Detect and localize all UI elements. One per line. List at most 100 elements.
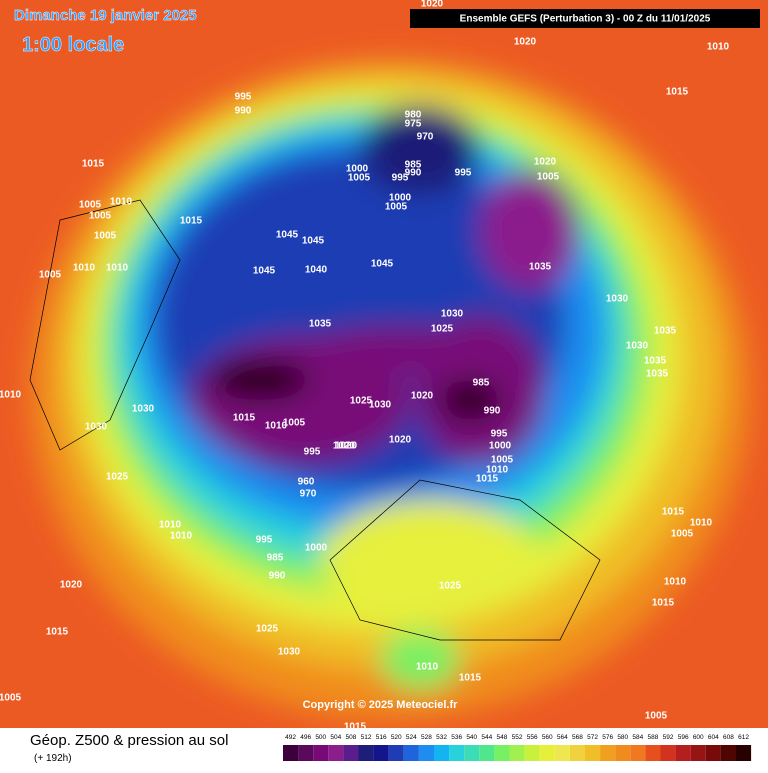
isobar-label: 1030	[626, 341, 649, 352]
map-field	[0, 0, 768, 728]
scale-label: 568	[572, 734, 583, 741]
color-scale: 492 496 500 504 508 512 516 520 524 528 532 536 540 5…	[283, 734, 752, 761]
isobar-label: 970	[417, 132, 434, 143]
isobar-label: 1010	[110, 197, 133, 208]
isobar-label: 1005	[79, 200, 102, 211]
isobar-label: 1025	[350, 396, 373, 407]
isobar-label: 1035	[654, 326, 677, 337]
isobar-label: 1005	[671, 529, 694, 540]
scale-swatch	[358, 745, 374, 761]
isobar-label: 1025	[439, 581, 462, 592]
scale-swatch	[464, 745, 480, 761]
isobar-label: 1015	[666, 87, 689, 98]
isobar-label: 1010	[106, 263, 129, 274]
isobar-label: 1000	[389, 193, 412, 204]
isobar-label: 1015	[459, 673, 482, 684]
isobar-label: 990	[484, 406, 501, 417]
isobar-label: 975	[405, 119, 422, 130]
scale-label: 524	[406, 734, 417, 741]
scale-swatch	[690, 745, 706, 761]
isobar-label: 1005	[645, 711, 668, 722]
isobar-label: 1005	[0, 693, 22, 704]
scale-swatch	[283, 745, 299, 761]
isobar-label: 1005	[283, 418, 306, 429]
isobar-label: 1035	[644, 356, 667, 367]
isobar-label: 1005	[89, 211, 112, 222]
isobar-label: 1025	[431, 324, 454, 335]
isobar-label: 1010	[690, 518, 713, 529]
scale-label: 552	[512, 734, 523, 741]
isobar-label: 1020	[60, 580, 83, 591]
scale-swatch	[720, 745, 736, 761]
scale-label: 576	[602, 734, 613, 741]
scale-swatch	[373, 745, 389, 761]
isobar-label: 1045	[302, 236, 325, 247]
isobar-label: 1010	[265, 421, 288, 432]
isobar-label: 1025	[106, 472, 129, 483]
isobar-label: 1000	[346, 164, 369, 175]
isobar-label: 1020	[389, 435, 412, 446]
scale-swatch	[645, 745, 661, 761]
scale-swatch	[298, 745, 314, 761]
isobar-label: 1015	[233, 413, 256, 424]
isobar-label: 1010	[73, 263, 96, 274]
scale-swatch	[705, 745, 721, 761]
scale-swatch	[585, 745, 601, 761]
isobar-label: 985	[473, 378, 490, 389]
isobar-label: 1030	[85, 422, 108, 433]
scale-label: 608	[723, 734, 734, 741]
isobar-label: 995	[491, 429, 508, 440]
scale-swatch	[313, 745, 329, 761]
scale-swatch	[343, 745, 359, 761]
isobar-label: 990	[269, 571, 286, 582]
date-title: Dimanche 19 janvier 2025	[14, 7, 197, 24]
isobar-label: 1040	[305, 265, 328, 276]
isobar-label: 1030	[369, 400, 392, 411]
isobar-label: 1035	[529, 262, 552, 273]
isobar-label: 1015	[476, 474, 499, 485]
scale-label: 612	[738, 734, 749, 741]
lead-time: (+ 192h)	[34, 753, 72, 764]
isobar-label: 990	[405, 168, 422, 179]
isobar-label: 990	[235, 106, 252, 117]
scale-swatch	[554, 745, 570, 761]
isobar-label: 1005	[94, 231, 117, 242]
isobar-label: 1030	[606, 294, 629, 305]
scale-label: 492	[285, 734, 296, 741]
isobar-label: 1030	[441, 309, 464, 320]
scale-swatch	[524, 745, 540, 761]
isobar-label: 970	[300, 489, 317, 500]
model-info: Ensemble GEFS (Perturbation 3) - 00 Z du…	[460, 14, 711, 25]
isobar-label: 1010	[707, 42, 730, 53]
isobar-label: 1015	[46, 627, 69, 638]
isobar-label: 1020	[514, 37, 537, 48]
isobar-label: 1000	[305, 543, 328, 554]
scale-label: 588	[648, 734, 659, 741]
scale-label: 536	[451, 734, 462, 741]
isobar-label: 1030	[278, 647, 301, 658]
isobar-label: 1015	[180, 216, 203, 227]
isobar-label: 960	[298, 477, 315, 488]
isobar-label: 980	[405, 110, 422, 121]
scale-swatch	[449, 745, 465, 761]
scale-label: 528	[421, 734, 432, 741]
scale-swatch	[403, 745, 419, 761]
isobar-label: 1005	[537, 172, 560, 183]
isobar-label: 1005	[39, 270, 62, 281]
isobar-label: 1010	[416, 662, 439, 673]
isobar-label: 1020	[411, 391, 434, 402]
scale-swatch	[328, 745, 344, 761]
isobar-label: 1010	[170, 531, 193, 542]
isobar-label: 1005	[385, 202, 408, 213]
isobar-label: 1035	[309, 319, 332, 330]
isobar-label: 1010	[664, 577, 687, 588]
scale-label: 504	[330, 734, 341, 741]
scale-swatch	[660, 745, 676, 761]
isobar-label: 1015	[344, 722, 367, 733]
scale-label: 564	[557, 734, 568, 741]
scale-label: 604	[708, 734, 719, 741]
isobar-label: 1010	[0, 390, 22, 401]
isobar-label: 1045	[371, 259, 394, 270]
